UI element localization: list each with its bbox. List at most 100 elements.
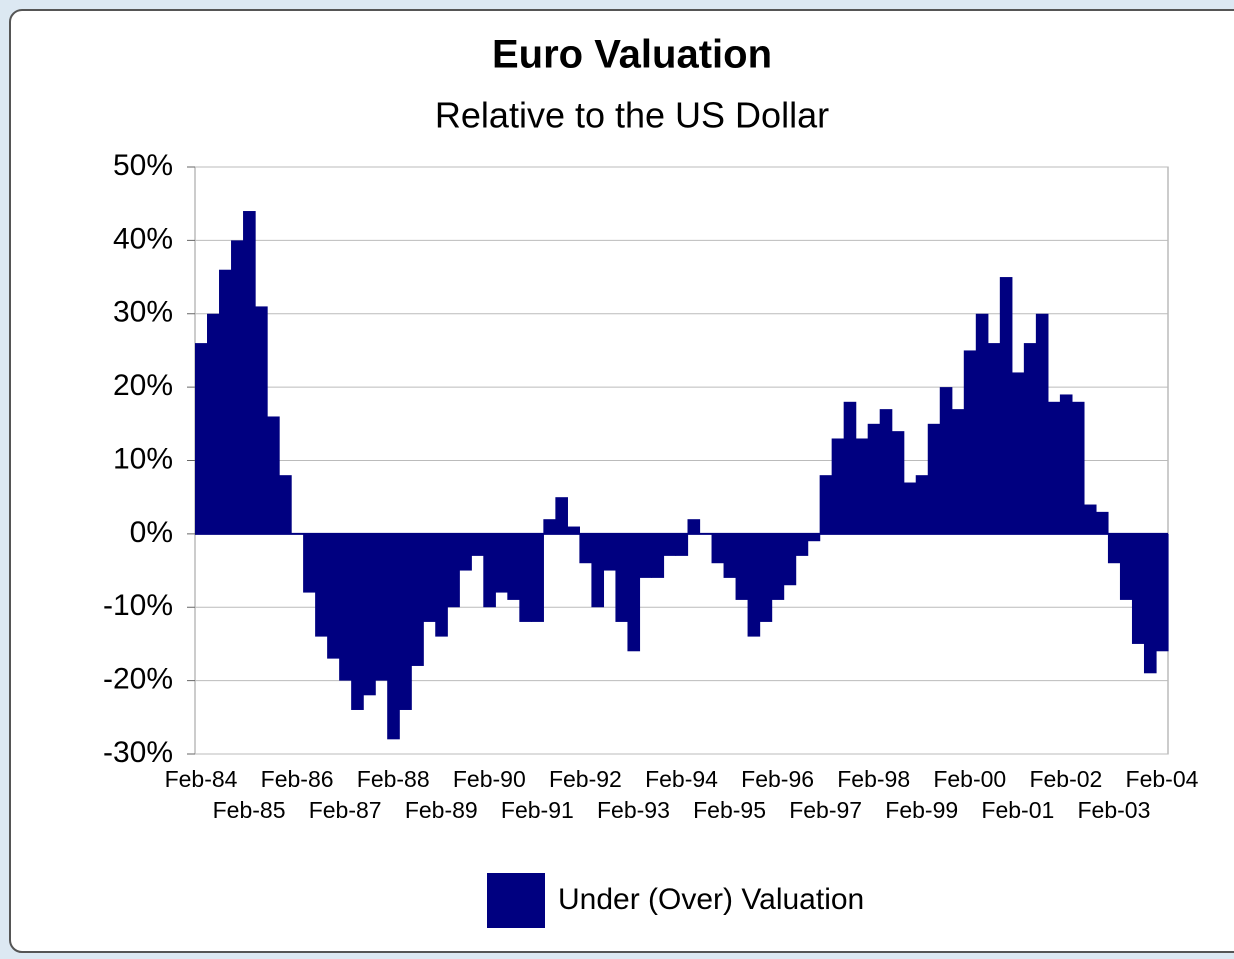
- bar: [627, 533, 641, 652]
- bar: [483, 533, 496, 608]
- bar: [927, 423, 941, 534]
- bar: [747, 533, 761, 637]
- bar: [615, 533, 629, 622]
- bar: [831, 438, 845, 534]
- bar: [771, 533, 785, 600]
- bar: [987, 343, 1001, 534]
- bar: [555, 497, 568, 534]
- bar: [675, 533, 689, 556]
- y-tick-label: -10%: [103, 589, 173, 622]
- x-tick-label: Feb-84: [165, 766, 238, 792]
- bar: [687, 519, 701, 534]
- y-tick-label: 50%: [113, 149, 173, 182]
- bar: [723, 533, 737, 578]
- chart-subtitle: Relative to the US Dollar: [435, 95, 829, 136]
- bar: [1011, 372, 1025, 534]
- bar: [915, 475, 929, 534]
- x-tick-label: Feb-00: [933, 766, 1006, 792]
- bar: [399, 533, 412, 710]
- bar: [711, 533, 725, 564]
- x-tick-label: Feb-97: [789, 797, 862, 823]
- bar: [411, 533, 424, 666]
- bar: [843, 401, 857, 534]
- bar: [759, 533, 773, 622]
- bar: [507, 533, 520, 600]
- bar: [939, 387, 953, 534]
- bar: [1131, 533, 1145, 644]
- x-tick-label: Feb-98: [837, 766, 910, 792]
- bar: [231, 240, 244, 534]
- bar: [1155, 533, 1169, 652]
- bar: [819, 475, 833, 534]
- bar: [1023, 343, 1037, 534]
- bar: [783, 533, 797, 586]
- bar: [567, 526, 580, 534]
- bar: [387, 533, 400, 740]
- x-tick-label: Feb-96: [741, 766, 814, 792]
- x-tick-label: Feb-02: [1029, 766, 1102, 792]
- bar: [447, 533, 460, 608]
- x-tick-label: Feb-89: [405, 797, 478, 823]
- chart-title: Euro Valuation: [492, 33, 772, 77]
- x-tick-label: Feb-94: [645, 766, 718, 792]
- bar: [531, 533, 544, 622]
- bar: [807, 533, 821, 542]
- y-tick-label: 20%: [113, 369, 173, 402]
- bar: [243, 211, 256, 534]
- bar: [375, 533, 388, 681]
- bar: [903, 482, 917, 534]
- x-tick-label: Feb-92: [549, 766, 622, 792]
- x-tick-label: Feb-99: [885, 797, 958, 823]
- bar: [1071, 401, 1085, 534]
- y-tick-label: 10%: [113, 442, 173, 475]
- bar: [651, 533, 665, 578]
- bar: [495, 533, 508, 593]
- x-tick-label: Feb-86: [261, 766, 334, 792]
- bar: [735, 533, 749, 600]
- bar: [891, 431, 905, 534]
- y-tick-label: -20%: [103, 663, 173, 696]
- bar: [543, 519, 556, 534]
- y-tick-label: 30%: [113, 296, 173, 329]
- bar: [267, 416, 280, 534]
- y-tick-label: 40%: [113, 222, 173, 255]
- x-tick-label: Feb-85: [213, 797, 286, 823]
- bar: [1143, 533, 1157, 674]
- x-tick-label: Feb-01: [981, 797, 1054, 823]
- bar: [1083, 504, 1097, 534]
- legend-swatch: [487, 873, 545, 928]
- bar: [339, 533, 352, 681]
- panel: [9, 9, 1234, 953]
- bar: [663, 533, 677, 556]
- bar: [603, 533, 617, 571]
- bar: [1035, 313, 1049, 534]
- x-tick-label: Feb-87: [309, 797, 382, 823]
- bar: [963, 350, 977, 534]
- x-tick-label: Feb-90: [453, 766, 526, 792]
- x-tick-label: Feb-93: [597, 797, 670, 823]
- bar: [1119, 533, 1133, 600]
- x-tick-label: Feb-91: [501, 797, 574, 823]
- bar: [303, 533, 316, 593]
- bar: [795, 533, 809, 556]
- bar: [855, 438, 869, 534]
- bar: [591, 533, 605, 608]
- bar: [1095, 511, 1109, 534]
- bar: [951, 409, 965, 534]
- bar: [195, 343, 208, 534]
- x-tick-label: Feb-88: [357, 766, 430, 792]
- legend-label: Under (Over) Valuation: [558, 883, 864, 916]
- bar: [519, 533, 532, 622]
- bar: [363, 533, 376, 696]
- bar: [999, 277, 1013, 534]
- x-tick-label: Feb-95: [693, 797, 766, 823]
- bar: [1107, 533, 1121, 564]
- bar: [639, 533, 653, 578]
- bar: [1047, 401, 1061, 534]
- bar: [255, 306, 268, 534]
- bar: [351, 533, 364, 710]
- bar: [975, 313, 989, 534]
- bar: [279, 475, 292, 534]
- bar: [879, 409, 893, 534]
